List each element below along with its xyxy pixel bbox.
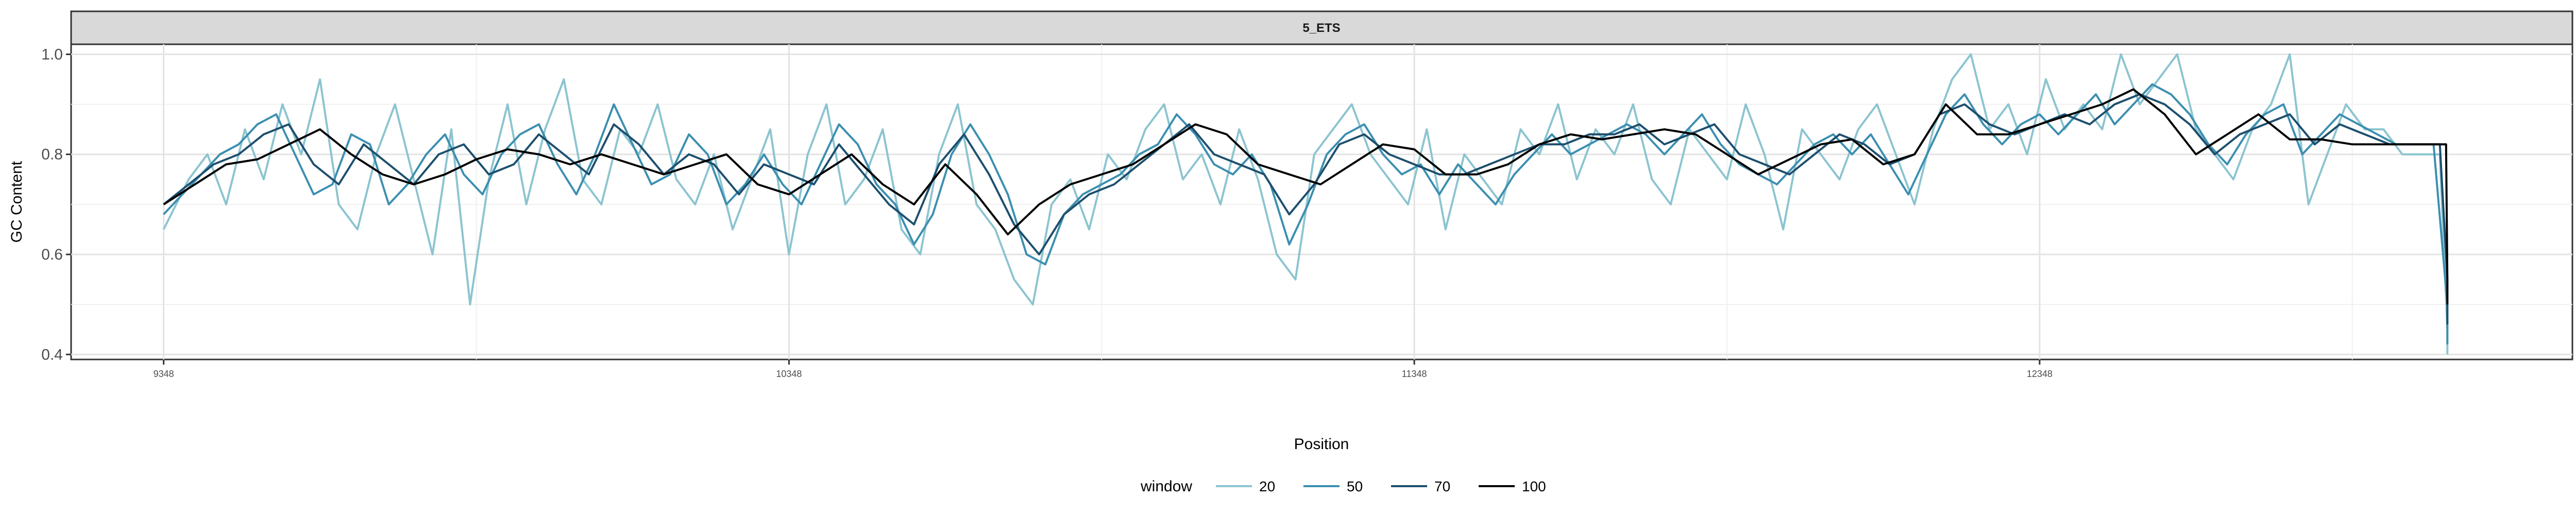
y-axis-title: GC Content [8,161,25,243]
y-tick-label: 0.4 [41,346,63,363]
x-tick-label: 9348 [154,369,174,379]
y-axis: 0.4 0.6 0.8 1.0 [41,46,71,363]
legend: window 20 50 70 100 [1140,478,1546,495]
x-axis: 9348 10348 11348 12348 [154,359,2053,379]
series-line-100 [163,88,2449,305]
x-tick-label: 12348 [2027,369,2053,379]
y-tick-label: 1.0 [41,46,63,63]
x-axis-title: Position [1294,436,1349,453]
legend-label-20: 20 [1259,478,1275,494]
facet-strip [70,10,2573,45]
series-line-70 [163,93,2449,324]
x-tick-label: 10348 [776,369,802,379]
legend-label-100: 100 [1522,478,1546,494]
y-tick-label: 0.6 [41,246,63,263]
major-gridlines [71,44,2572,359]
legend-title: window [1140,478,1192,495]
legend-label-70: 70 [1434,478,1450,494]
plot-panel [70,43,2573,360]
legend-label-50: 50 [1347,478,1363,494]
facet-strip-label: 5_ETS [1302,21,1340,35]
series-lines [162,53,2449,355]
minor-gridlines [71,44,2572,359]
series-line-20 [162,53,2449,355]
x-tick-label: 11348 [1402,369,1427,379]
y-tick-label: 0.8 [41,146,63,163]
